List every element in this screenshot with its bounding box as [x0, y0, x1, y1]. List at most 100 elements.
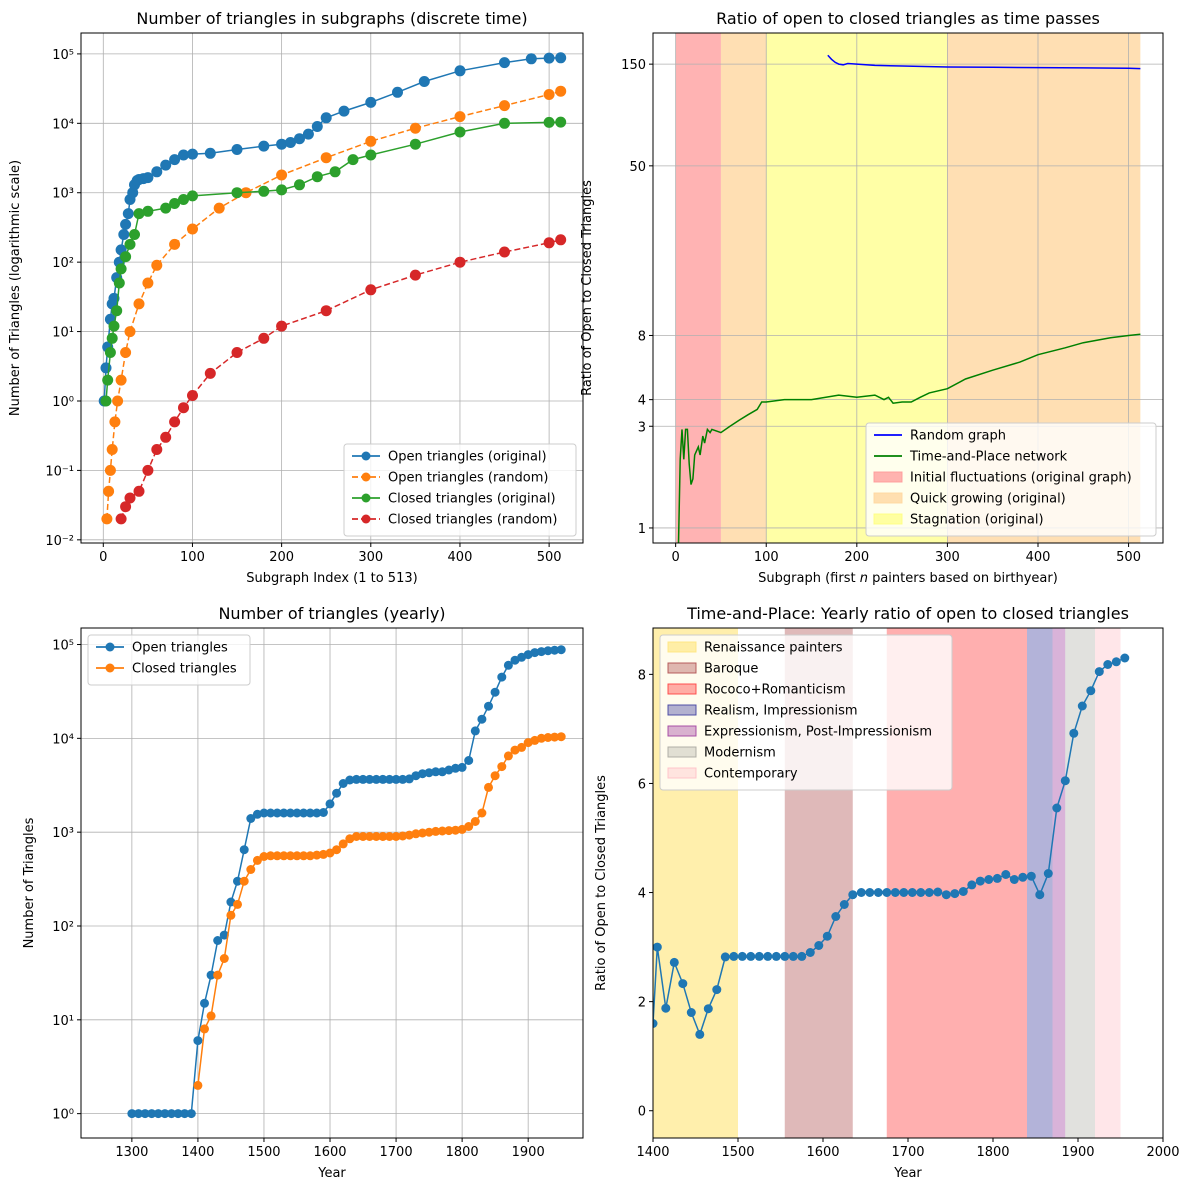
- data-point-0-41: [398, 774, 408, 784]
- data-point-0-10: [193, 1036, 203, 1046]
- band-4: [1052, 628, 1066, 1138]
- data-point-0-18: [246, 814, 256, 823]
- legend-label: Quick growing (original): [910, 492, 1066, 507]
- y-tick-label: 50: [629, 160, 646, 175]
- x-axis-label-prefix: Subgraph (first: [758, 571, 860, 586]
- legend-marker: [105, 642, 115, 652]
- data-point-3-9: [187, 390, 198, 401]
- legend-label: Time-and-Place network: [909, 450, 1068, 465]
- data-point-1-12: [272, 851, 282, 861]
- data-point-1-11: [266, 851, 276, 861]
- data-point-2-6: [113, 277, 125, 289]
- data-point-0-6: [167, 1109, 176, 1119]
- data-point-0-29: [294, 133, 305, 145]
- data-point-0-9: [118, 229, 130, 240]
- y-tick-label: 8: [638, 668, 646, 683]
- y-axis-label: Ratio of Open to Closed Triangles: [580, 180, 595, 396]
- data-point-1-31: [398, 831, 408, 841]
- data-point-0-39: [525, 53, 537, 65]
- data-point-0-9: [720, 952, 730, 962]
- data-point-0-27: [873, 888, 883, 897]
- data-point-3-20: [555, 234, 567, 246]
- data-point-2-1: [102, 374, 114, 386]
- data-point-1-37: [437, 826, 447, 836]
- legend-swatch: [667, 662, 697, 674]
- legend-marker: [361, 514, 371, 524]
- data-point-0-21: [822, 931, 832, 941]
- data-point-1-13: [187, 223, 198, 235]
- legend-marker: [361, 472, 371, 482]
- data-point-1-36: [431, 826, 441, 836]
- y-axis-label: Ratio of Open to Closed Triangles: [594, 775, 609, 991]
- data-point-0-10: [120, 218, 132, 230]
- data-point-1-33: [411, 829, 421, 839]
- x-tick-label: 1300: [115, 1145, 148, 1160]
- legend: Random graph Time-and-Place network Initia…: [865, 422, 1157, 537]
- data-point-2-21: [311, 171, 323, 183]
- data-point-0-5: [686, 1008, 696, 1017]
- data-point-1-24: [351, 832, 361, 841]
- data-point-0-50: [457, 762, 467, 772]
- x-axis-label: Year: [893, 1166, 922, 1181]
- data-point-2-12: [142, 205, 154, 217]
- y-tick-label: 3: [638, 420, 646, 435]
- axes-frame: [80, 32, 584, 544]
- series-layer: [98, 52, 567, 525]
- data-point-3-0: [115, 513, 127, 525]
- data-point-0-30: [899, 888, 909, 897]
- legend-label: Open triangles (original): [388, 450, 547, 465]
- chart-2: 0 100 200 300 400 500 1 3 4 8 50 150 Ratio of open t…: [580, 9, 1164, 586]
- data-point-1-43: [477, 808, 487, 818]
- legend-swatch: [873, 492, 903, 504]
- data-point-1-18: [365, 135, 377, 147]
- y-tick-label: 10⁰: [52, 1108, 74, 1123]
- data-point-2-14: [169, 198, 181, 209]
- data-point-0-42: [1001, 870, 1011, 879]
- data-point-0-41: [992, 873, 1002, 883]
- data-point-1-0: [101, 513, 113, 525]
- data-point-0-35: [941, 890, 951, 900]
- data-point-0-11: [200, 998, 209, 1008]
- data-point-0-12: [746, 951, 756, 961]
- data-point-0-51: [464, 756, 474, 765]
- data-point-2-13: [160, 202, 172, 214]
- y-tick-label: 10²: [52, 920, 74, 935]
- y-tick-label: 1: [638, 522, 646, 537]
- data-point-0-65: [556, 645, 566, 655]
- x-axis-label: Year: [317, 1166, 346, 1181]
- legend-swatch: [667, 746, 697, 758]
- data-point-2-11: [133, 208, 145, 220]
- legend-label: Closed triangles (random): [388, 513, 557, 528]
- legend-label: Contemporary: [704, 767, 798, 782]
- y-axis-label: Number of Triangles: [22, 817, 37, 948]
- data-point-1-41: [464, 822, 474, 831]
- legend-label: Open triangles (random): [388, 471, 548, 486]
- data-point-1-6: [115, 374, 127, 386]
- data-point-0-41: [555, 52, 567, 64]
- data-point-0-7: [703, 1004, 713, 1014]
- x-tick-label: 1900: [1061, 1145, 1094, 1160]
- data-point-1-16: [276, 169, 288, 181]
- data-point-3-13: [276, 320, 288, 332]
- data-point-2-27: [499, 117, 510, 129]
- data-point-2-3: [106, 332, 118, 344]
- data-point-0-46: [1035, 890, 1045, 900]
- data-point-3-12: [258, 332, 270, 344]
- legend-label: Closed triangles: [132, 662, 237, 677]
- series-line-1: [677, 333, 1141, 543]
- data-point-0-3: [147, 1109, 157, 1119]
- data-point-1-46: [497, 762, 507, 772]
- legend: Renaissance painters Baroque Rococo+Romant…: [659, 634, 953, 791]
- legend-label: Rococo+Romanticism: [704, 683, 846, 698]
- data-point-1-0: [193, 1080, 203, 1090]
- data-point-1-9: [133, 298, 145, 310]
- legend-label: Realism, Impressionism: [704, 704, 858, 719]
- data-point-1-11: [151, 259, 163, 271]
- legend-marker: [105, 663, 115, 673]
- data-point-0-35: [358, 774, 368, 784]
- data-point-0-49: [1060, 776, 1070, 786]
- data-point-0-56: [497, 672, 507, 682]
- data-point-0-44: [1018, 872, 1028, 882]
- chart-title: Time-and-Place: Yearly ratio of open to …: [686, 604, 1129, 623]
